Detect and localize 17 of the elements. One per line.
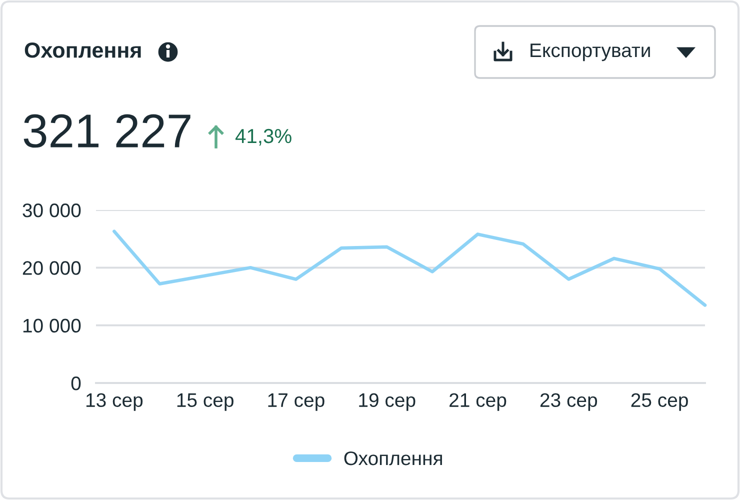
y-tick-label: 30 000 xyxy=(22,203,81,218)
legend-label: Охоплення xyxy=(344,451,442,466)
line-series xyxy=(112,230,707,307)
text: Експортувати xyxy=(530,44,650,62)
chart-title: Охоплення xyxy=(24,42,141,58)
y-tick-label: 10 000 xyxy=(23,318,81,333)
chart-subtitle: 321 227 xyxy=(24,114,190,148)
x-tick-label: 23 сер xyxy=(540,393,598,411)
text: 41,3% xyxy=(235,128,292,146)
y-tick-label: 0 xyxy=(71,376,81,390)
y-tick-label: 20 000 xyxy=(22,261,81,275)
x-tick-label: 25 сер xyxy=(631,393,688,411)
x-tick-label: 19 сер xyxy=(359,393,416,411)
x-tick-label: 21 сер xyxy=(450,393,506,411)
x-tick-label: 17 сер xyxy=(268,393,324,411)
x-tick-label: 13 сер xyxy=(86,393,143,411)
x-tick-label: 15 сер xyxy=(177,393,234,411)
